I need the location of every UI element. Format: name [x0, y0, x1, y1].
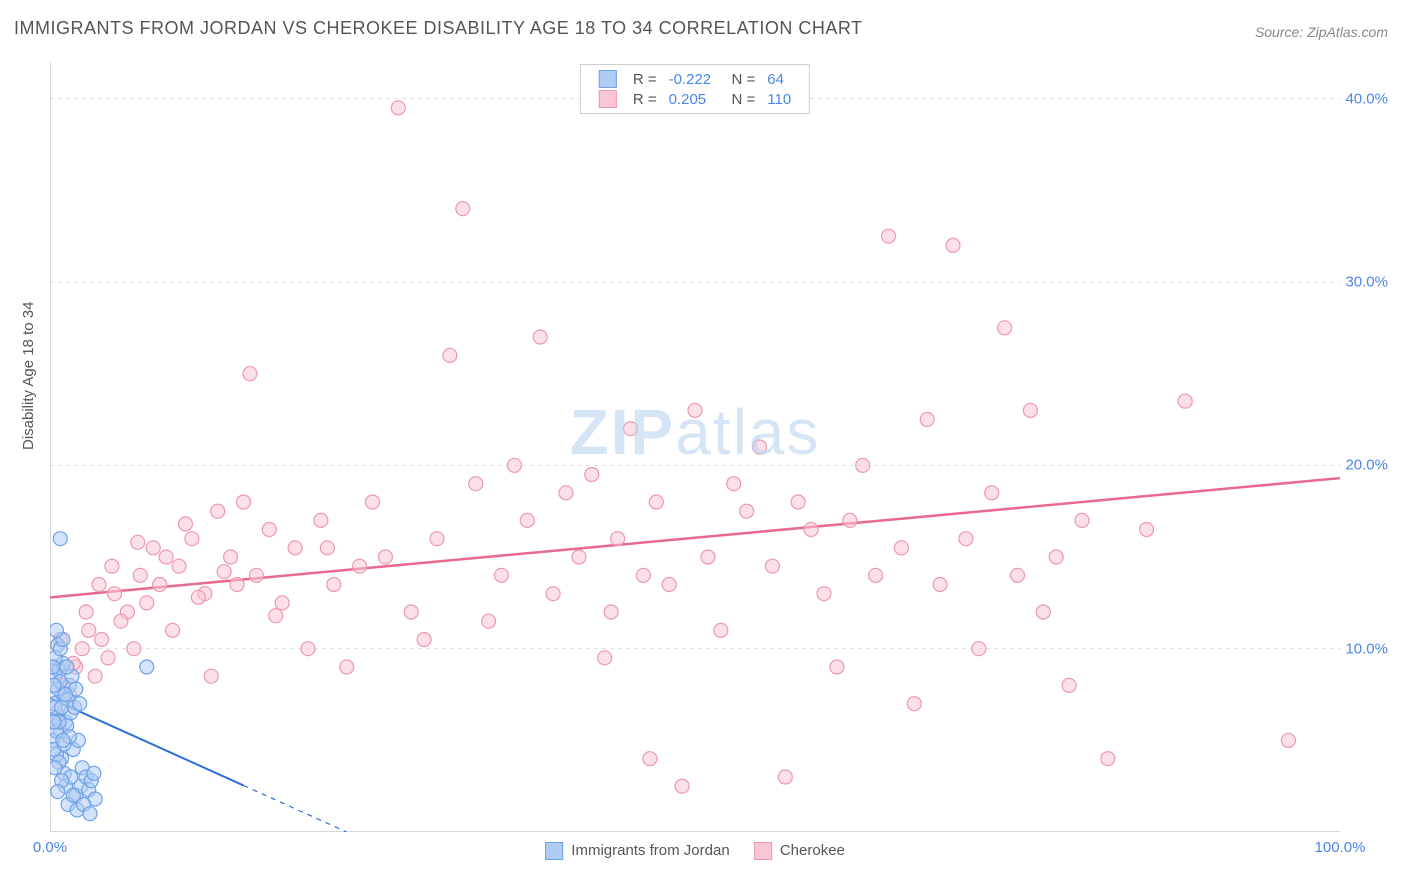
- legend-swatch: [599, 70, 617, 88]
- legend-R-value: 0.205: [663, 89, 718, 109]
- legend-item-label: Cherokee: [780, 842, 845, 859]
- legend-item-label: Immigrants from Jordan: [571, 842, 729, 859]
- chart-title: IMMIGRANTS FROM JORDAN VS CHEROKEE DISAB…: [14, 18, 863, 39]
- legend-series: Immigrants from Jordan Cherokee: [533, 842, 857, 860]
- legend-swatch: [599, 90, 617, 108]
- y-tick-label: 10.0%: [1345, 640, 1388, 657]
- legend-row: R =-0.222 N =64: [593, 69, 797, 89]
- legend-swatch: [754, 842, 772, 860]
- legend-swatch: [545, 842, 563, 860]
- y-tick-label: 30.0%: [1345, 274, 1388, 291]
- legend-row: R =0.205 N =110: [593, 89, 797, 109]
- legend-item: Cherokee: [754, 842, 845, 859]
- chart-container: IMMIGRANTS FROM JORDAN VS CHEROKEE DISAB…: [0, 0, 1406, 892]
- legend-R-value: -0.222: [663, 69, 718, 89]
- y-tick-label: 40.0%: [1345, 90, 1388, 107]
- legend-N-label: N =: [717, 69, 761, 89]
- legend-N-value: 110: [761, 89, 797, 109]
- legend-item: Immigrants from Jordan: [545, 842, 730, 859]
- scatter-svg: [50, 62, 1340, 832]
- y-tick-label: 20.0%: [1345, 457, 1388, 474]
- plot-area: ZIPatlas R =-0.222 N =64R =0.205 N =110 …: [50, 62, 1340, 832]
- y-axis-label: Disability Age 18 to 34: [20, 302, 37, 450]
- legend-N-label: N =: [717, 89, 761, 109]
- legend-R-label: R =: [627, 69, 663, 89]
- legend-correlation-table: R =-0.222 N =64R =0.205 N =110: [593, 69, 797, 109]
- legend-R-label: R =: [627, 89, 663, 109]
- legend-N-value: 64: [761, 69, 797, 89]
- legend-correlation: R =-0.222 N =64R =0.205 N =110: [580, 64, 810, 114]
- x-tick-label: 100.0%: [1315, 839, 1366, 856]
- source-attribution: Source: ZipAtlas.com: [1255, 24, 1388, 40]
- x-tick-label: 0.0%: [33, 839, 67, 856]
